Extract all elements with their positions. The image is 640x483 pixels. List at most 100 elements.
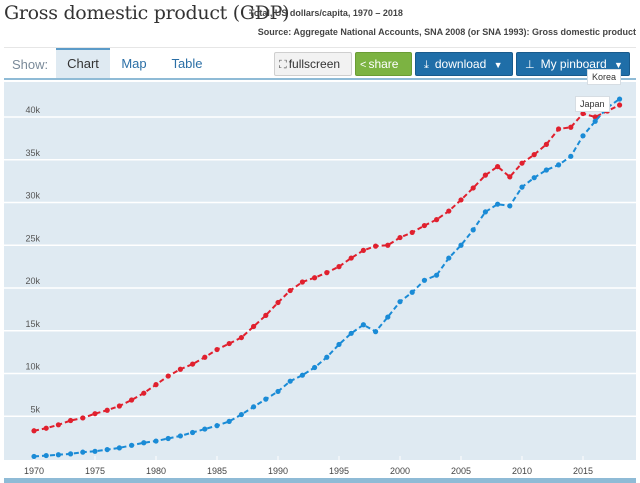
data-point-korea [43, 452, 49, 459]
data-point-korea [263, 396, 269, 402]
x-tick-label: 1975 [85, 466, 105, 476]
data-point-korea [580, 133, 586, 139]
data-point-korea [543, 167, 550, 173]
data-point-japan [165, 373, 171, 379]
tab-chart[interactable]: Chart [56, 48, 110, 78]
share-button[interactable]: < share [355, 52, 412, 76]
data-point-japan [531, 152, 537, 158]
data-point-korea [592, 118, 598, 124]
fullscreen-button[interactable]: ⛶ fullscreen [274, 52, 352, 76]
data-point-japan [397, 234, 403, 241]
data-point-korea [360, 322, 366, 328]
data-point-korea [31, 453, 37, 460]
data-point-korea [153, 438, 159, 444]
data-point-japan [360, 247, 366, 253]
source-note: Source: Aggregate National Accounts, SNA… [257, 27, 636, 37]
data-point-japan [458, 197, 464, 203]
data-point-korea [556, 162, 562, 168]
data-point-korea [458, 242, 464, 248]
data-point-japan [177, 366, 183, 372]
data-point-japan [385, 242, 391, 248]
data-point-japan [507, 174, 513, 180]
data-point-korea [421, 277, 427, 283]
data-point-japan [421, 222, 427, 229]
tab-table[interactable]: Table [171, 56, 203, 71]
tooltip-japan: Japan [575, 96, 610, 112]
data-point-korea [519, 184, 525, 190]
data-point-japan [336, 264, 342, 270]
data-point-japan [80, 415, 86, 421]
download-label: download [434, 57, 487, 71]
data-point-japan [287, 287, 293, 294]
data-point-korea [104, 446, 110, 453]
data-point-korea [348, 330, 354, 336]
data-point-korea [470, 227, 476, 233]
series-line-korea [33, 98, 621, 458]
data-point-korea [275, 388, 281, 395]
x-tick-label: 2000 [390, 466, 410, 476]
data-point-japan [312, 275, 318, 281]
data-point-japan [482, 172, 488, 178]
y-tick-label: 25k [25, 233, 40, 243]
data-point-korea [214, 423, 220, 429]
bottom-bar [4, 478, 636, 483]
data-point-korea [251, 404, 257, 410]
data-point-japan [324, 270, 330, 276]
data-point-korea [141, 440, 147, 446]
data-point-japan [275, 299, 281, 306]
data-point-japan [202, 354, 208, 360]
data-point-japan [519, 160, 525, 166]
data-point-japan [348, 255, 354, 261]
data-point-japan [129, 397, 135, 403]
y-tick-label: 35k [25, 148, 40, 158]
x-tick-label: 1990 [268, 466, 288, 476]
data-point-korea [409, 289, 415, 295]
chart-subtitle: Total, US dollars/capita, 1970 – 2018 [249, 8, 403, 18]
data-point-japan [409, 229, 415, 236]
data-point-japan [543, 141, 550, 147]
data-point-japan [214, 346, 220, 353]
data-point-korea [373, 329, 379, 335]
pinboard-button[interactable]: ⊥ My pinboard ▼ [516, 52, 630, 76]
data-point-korea [446, 255, 452, 261]
data-point-korea [190, 429, 196, 436]
data-point-japan [446, 208, 452, 214]
data-point-japan [434, 217, 440, 223]
data-point-korea [202, 426, 208, 432]
x-tick-label: 2015 [573, 466, 593, 476]
x-tick-label: 1970 [24, 466, 44, 476]
data-point-japan [190, 361, 196, 367]
chevron-down-icon: ▼ [493, 60, 503, 70]
y-tick-label: 5k [30, 404, 40, 414]
x-tick-label: 2005 [451, 466, 471, 476]
x-tick-label: 1995 [329, 466, 349, 476]
data-point-korea [116, 445, 122, 451]
data-point-korea [568, 153, 574, 159]
x-tick-label: 1980 [146, 466, 166, 476]
data-point-japan [43, 425, 49, 431]
y-tick-label: 10k [25, 362, 40, 372]
data-point-japan [299, 279, 305, 285]
data-point-japan [141, 390, 147, 396]
data-point-japan [116, 403, 122, 409]
data-point-korea [238, 411, 244, 418]
data-point-korea [324, 354, 330, 360]
tab-map[interactable]: Map [121, 56, 147, 71]
data-point-korea [177, 433, 183, 439]
y-tick-label: 15k [25, 319, 40, 329]
data-point-japan [104, 407, 110, 413]
data-point-korea [507, 203, 513, 209]
data-point-japan [263, 312, 269, 318]
data-point-korea [129, 442, 135, 448]
data-point-korea [55, 452, 62, 458]
chevron-down-icon: ▼ [613, 60, 623, 70]
x-axis-band [4, 461, 636, 478]
expand-icon: ⛶ [279, 59, 287, 71]
show-label: Show: [12, 57, 49, 72]
download-button[interactable]: ⤓ download ▼ [415, 52, 513, 76]
x-tick-label: 2010 [512, 466, 532, 476]
data-point-korea [617, 96, 623, 102]
data-point-korea [92, 448, 98, 454]
pinboard-label: My pinboard [540, 57, 607, 71]
